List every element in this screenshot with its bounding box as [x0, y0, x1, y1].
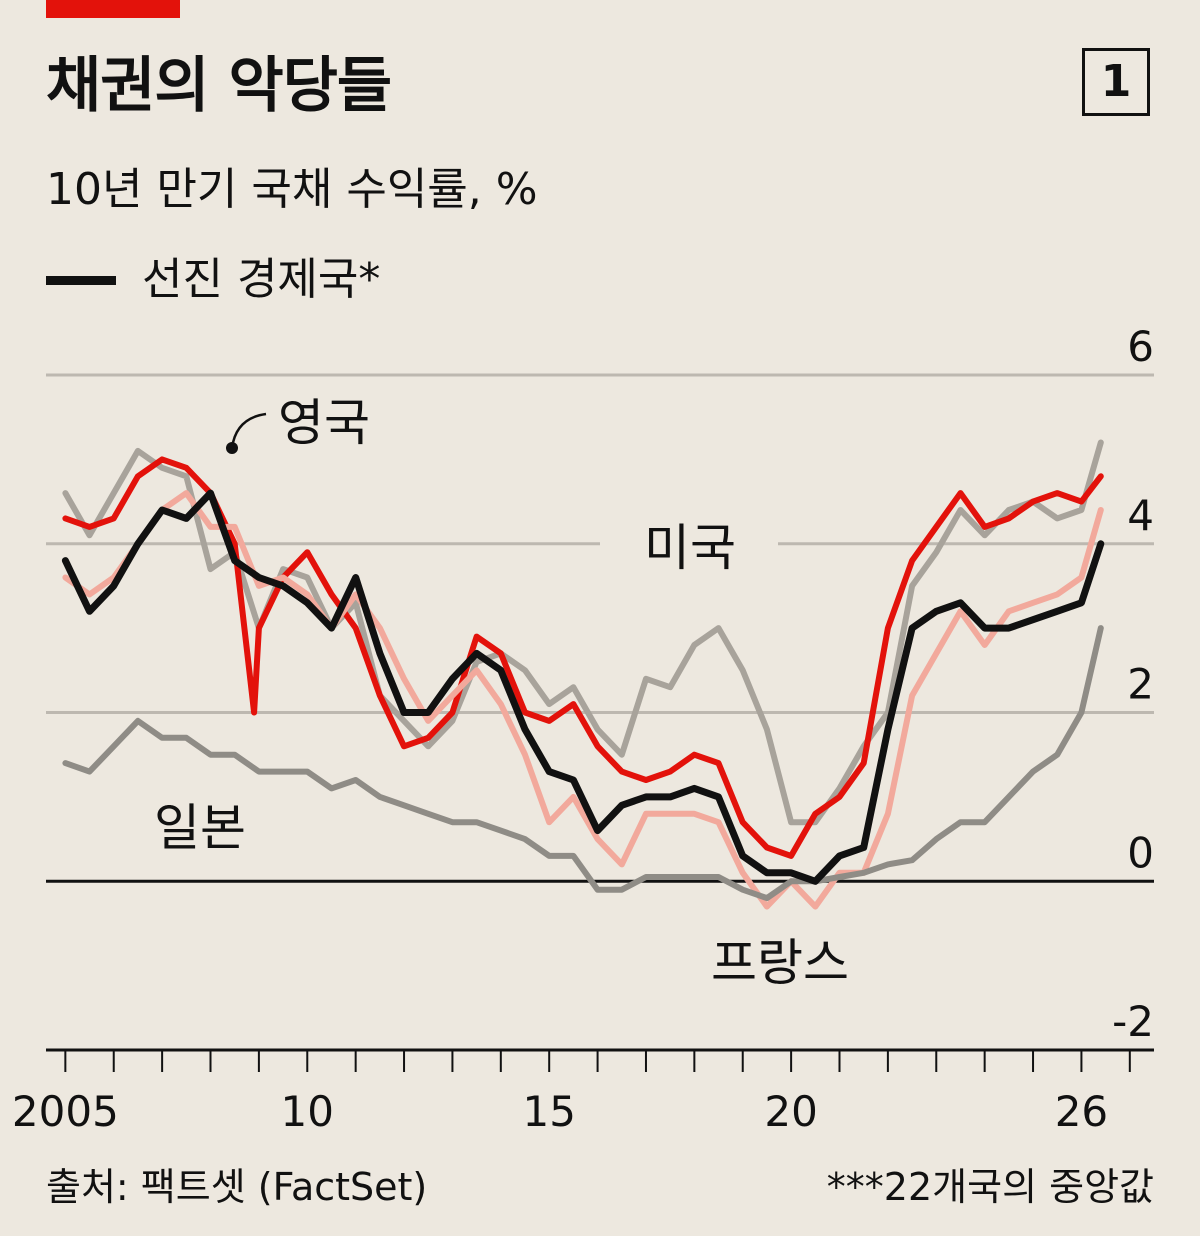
series-line-advanced	[61, 489, 1105, 885]
series-line-japan	[62, 625, 1104, 902]
y-tick-label: -2	[1112, 997, 1154, 1046]
x-tick-label: 10	[281, 1087, 334, 1136]
series-line-france	[62, 490, 1104, 910]
chart-subtitle: 10년 만기 국채 수익률, %	[46, 164, 538, 215]
annotation-uk: 영국	[278, 394, 370, 452]
footnote: ***22개국의 중앙값	[826, 1165, 1154, 1209]
series-lines	[61, 439, 1105, 910]
chart-title: 채권의 악당들	[46, 51, 392, 121]
x-tick-label: 15	[522, 1087, 575, 1136]
annotation-us: 미국	[644, 519, 736, 577]
series-line-uk	[62, 456, 1104, 859]
legend-swatch-advanced	[46, 275, 116, 285]
x-tick-label: 26	[1055, 1087, 1108, 1136]
annotation-france: 프랑스	[711, 934, 849, 992]
x-tick-label: 20	[764, 1087, 817, 1136]
x-tick-label: 2005	[12, 1087, 119, 1136]
y-axis-ticks: 6 4 2 0 -2	[1112, 322, 1154, 1046]
source-note: 출처: 팩트셋 (FactSet)	[46, 1165, 428, 1209]
y-tick-label: 6	[1127, 322, 1154, 371]
legend: 선진 경제국*	[46, 258, 380, 302]
brand-red-bar	[46, 0, 180, 18]
label-background	[600, 528, 778, 568]
y-tick-label: 2	[1127, 660, 1154, 709]
legend-label-advanced: 선진 경제국*	[142, 254, 381, 305]
chart-number-box: 1	[1082, 48, 1150, 116]
x-axis: 2005 10 15 20 26	[12, 1048, 1154, 1136]
annotation-japan: 일본	[154, 799, 246, 857]
y-tick-label: 4	[1127, 491, 1154, 540]
uk-leader-line	[230, 412, 267, 449]
y-tick-label: 0	[1127, 828, 1154, 877]
